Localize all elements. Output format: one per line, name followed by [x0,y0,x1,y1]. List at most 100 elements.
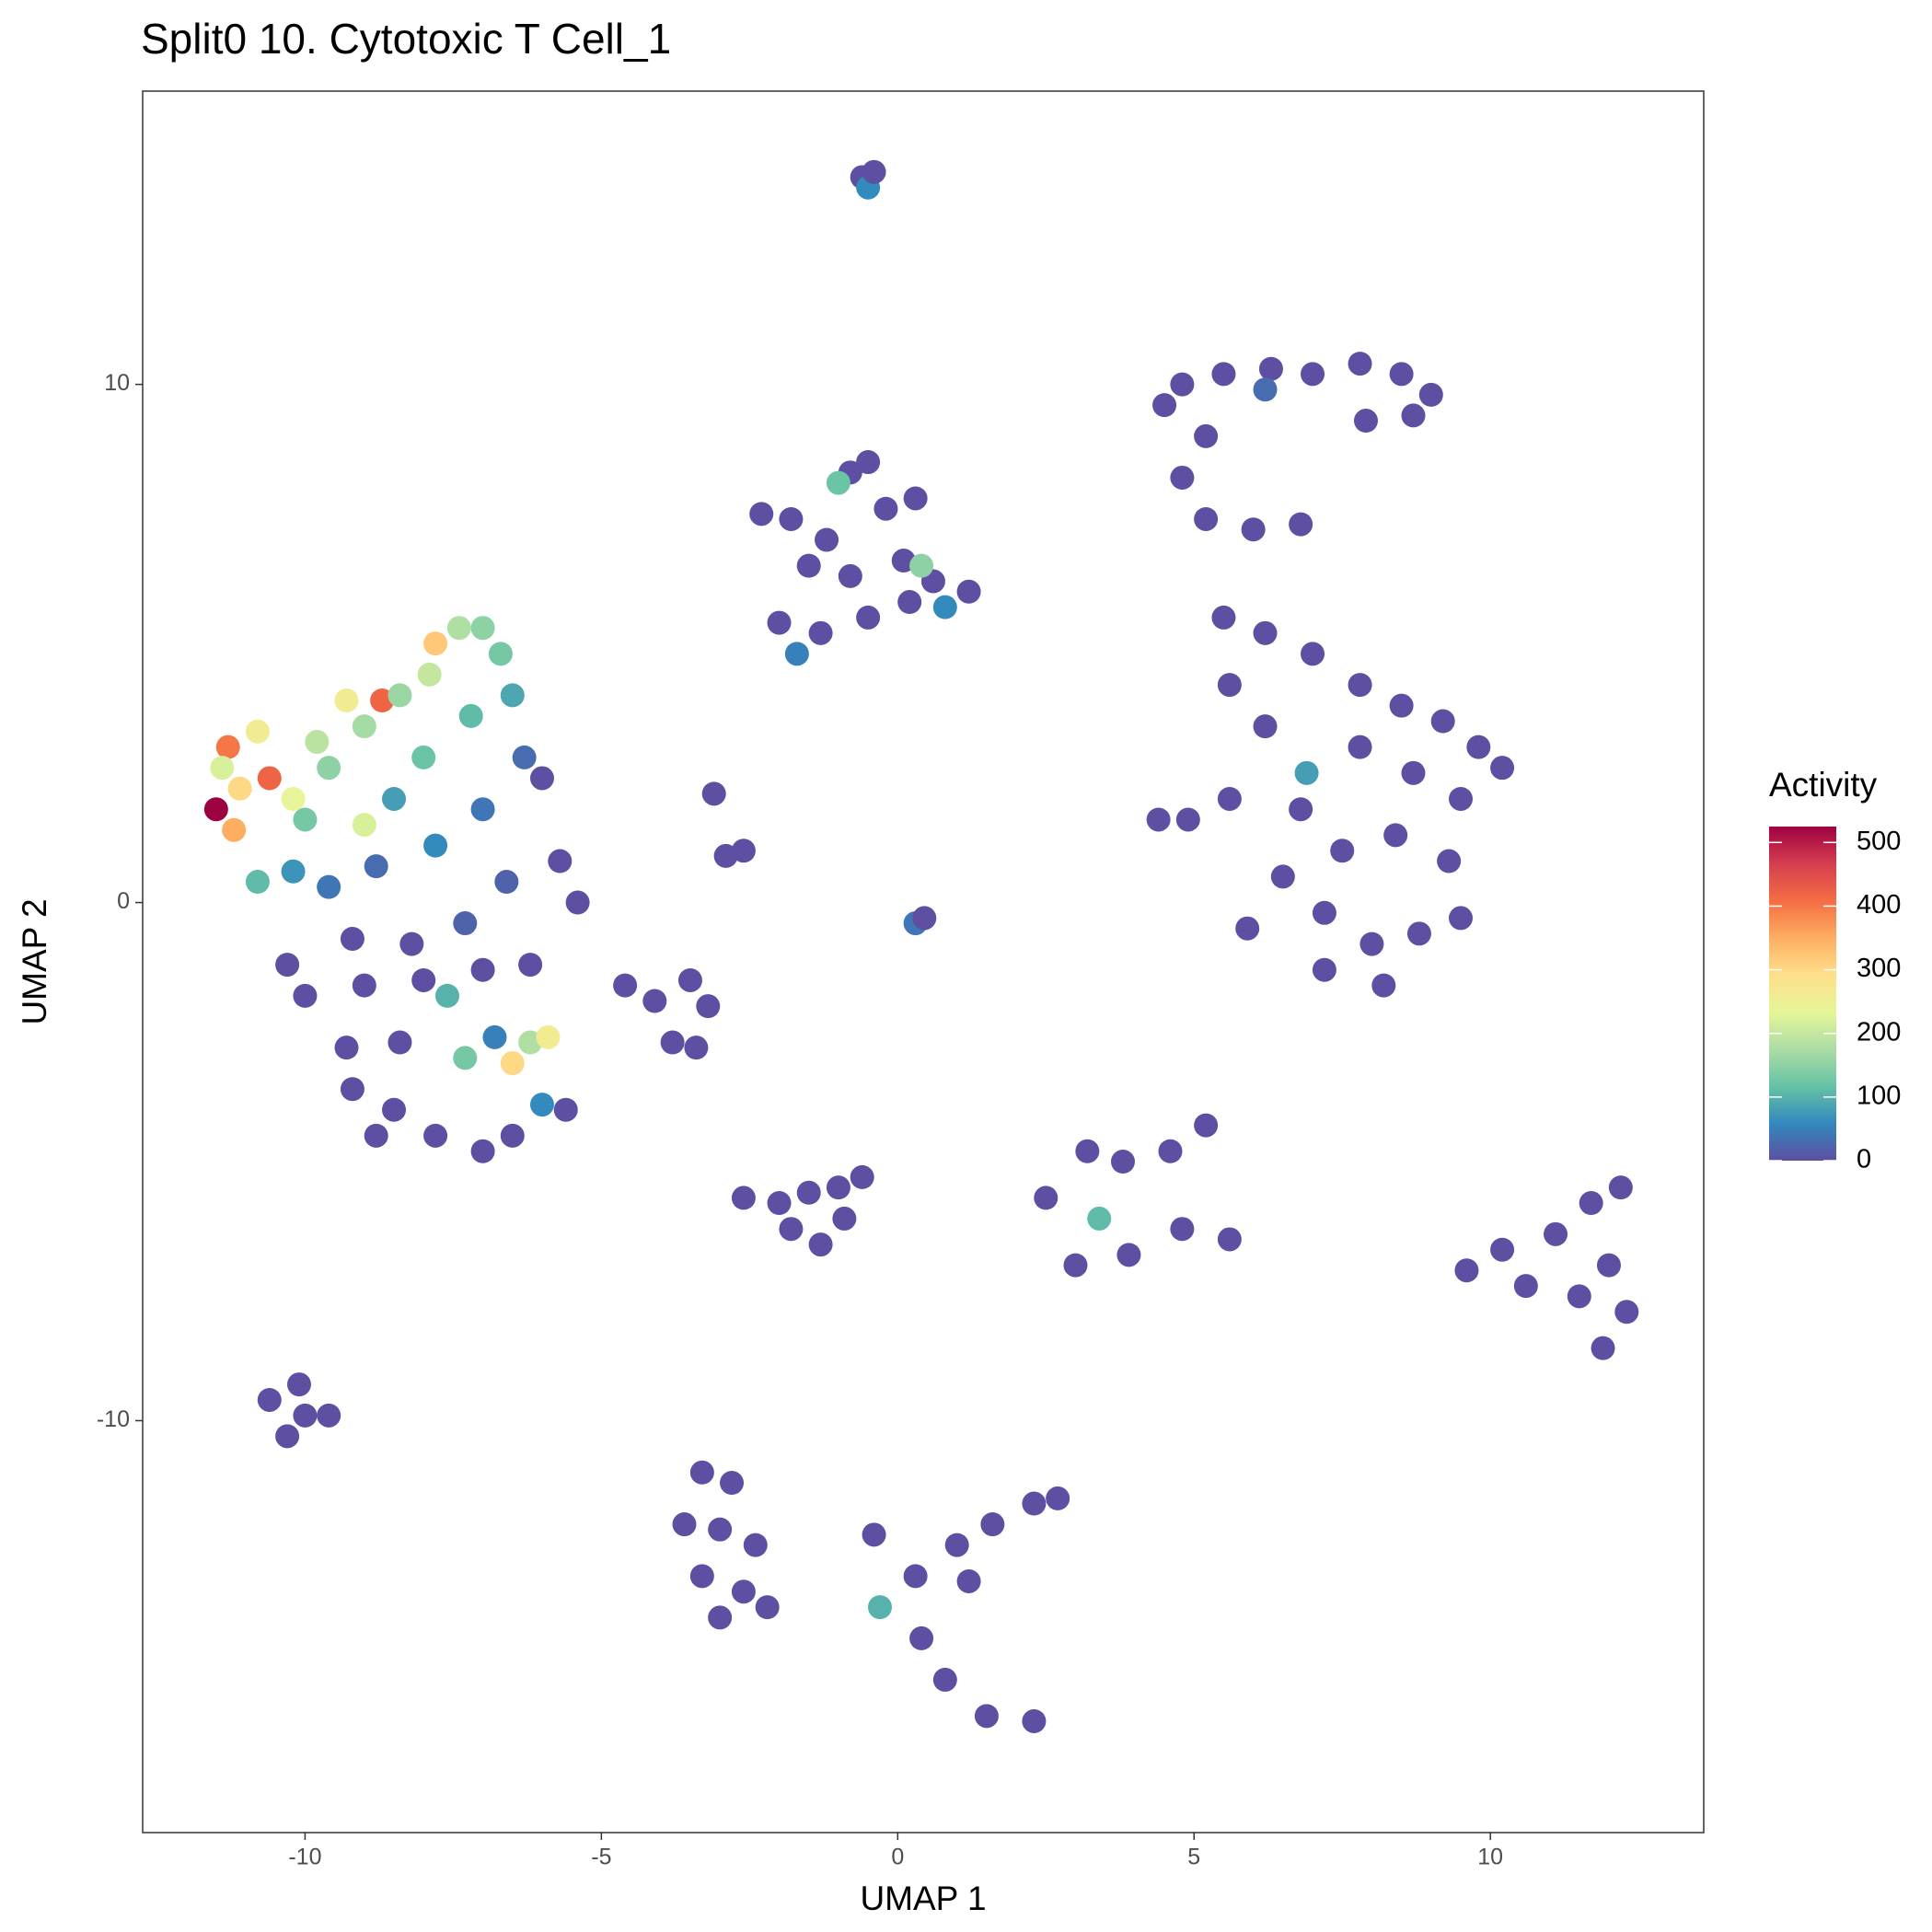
cell-point [1301,642,1325,666]
cell-point [689,1460,714,1485]
cell-point [808,1232,833,1257]
cell-point [281,859,306,884]
cell-point [470,797,495,822]
cell-point [932,595,957,619]
cell-point [796,1180,821,1205]
cell-point [909,553,934,578]
cell-point [317,756,341,781]
cell-point [352,714,376,739]
cell-point [708,1605,733,1630]
cell-point [317,874,341,899]
cell-point [779,506,804,531]
cell-point [767,610,792,635]
cell-point [548,849,573,873]
cell-point [305,730,330,755]
cell-point [708,1517,733,1542]
cell-point [1217,786,1242,811]
chart-title: Split0 10. Cytotoxic T Cell_1 [141,15,671,63]
cell-point [1591,1336,1615,1360]
cell-point [411,967,436,992]
x-tick-label: 5 [1187,1845,1200,1870]
cell-point [553,1097,578,1122]
cell-point [1430,709,1455,734]
cell-point [512,745,537,769]
y-tick-label: 0 [117,888,130,914]
cell-point [1034,1186,1059,1210]
cell-point [1170,465,1195,490]
cell-point [1046,1486,1070,1510]
cell-point [755,1595,780,1620]
x-tick-label: 10 [1477,1845,1503,1870]
cell-point [856,450,881,475]
cell-point [1437,849,1462,873]
cell-point [1301,362,1325,387]
cell-point [1175,807,1200,832]
cell-point [536,1024,561,1049]
x-tick-label: -5 [591,1845,611,1870]
cell-point [1194,423,1219,448]
cell-point [1389,693,1414,718]
cell-point [1289,797,1313,822]
colorbar-label: 500 [1857,827,1901,856]
cell-point [767,1191,792,1216]
cell-point [731,1186,756,1210]
cell-point [796,553,821,578]
cell-point [1371,973,1396,998]
x-tick-label: 0 [891,1845,904,1870]
cell-point [1270,864,1295,889]
cell-point [453,911,478,936]
cell-point [856,605,881,630]
cell-point [382,786,407,811]
colorbar-label: 200 [1857,1017,1901,1047]
cell-point [660,1030,685,1055]
cell-point [215,735,240,759]
cell-point [1406,921,1431,946]
cell-point [1170,372,1195,397]
cell-point [1194,1113,1219,1138]
cell-point [1063,1253,1088,1278]
cell-point [1289,512,1313,537]
cell-point [529,766,554,791]
cell-point [1544,1221,1568,1246]
cell-point [275,953,300,978]
cell-point [749,502,774,526]
cell-point [689,1564,714,1589]
cell-point [1312,900,1336,925]
cell-point [500,1123,525,1148]
cell-point [720,1471,745,1496]
colorbar-label: 0 [1857,1145,1871,1174]
colorbar-label: 100 [1857,1082,1901,1111]
cell-point [518,953,543,978]
cell-point [382,1097,407,1122]
cell-point [1253,714,1278,739]
cell-point [334,688,359,713]
cell-point [411,745,436,769]
cell-point [696,994,721,1019]
colorbar-label: 400 [1857,890,1901,920]
cell-point [340,1077,364,1102]
cell-point [203,797,228,822]
cell-point [974,1704,999,1729]
cell-point [446,616,471,641]
y-tick-label: -10 [97,1406,130,1432]
cell-point [1152,393,1177,418]
cell-point [873,496,898,521]
cell-point [1241,517,1266,542]
cell-point [1466,735,1491,759]
cell-point [1418,382,1443,407]
cell-point [293,983,318,1008]
cell-point [1513,1274,1538,1299]
cell-point [1235,916,1260,941]
cell-point [903,486,928,511]
cell-point [388,683,412,708]
cell-point [1211,605,1236,630]
colorbar-label: 300 [1857,954,1901,983]
cell-point [1579,1191,1603,1216]
colorbar [1769,827,1836,1161]
cell-point [458,703,483,728]
y-axis-title: UMAP 2 [16,898,53,1024]
cell-point [909,1625,934,1650]
cell-point [1211,362,1236,387]
cell-point [980,1512,1005,1537]
cell-point [1608,1175,1633,1200]
